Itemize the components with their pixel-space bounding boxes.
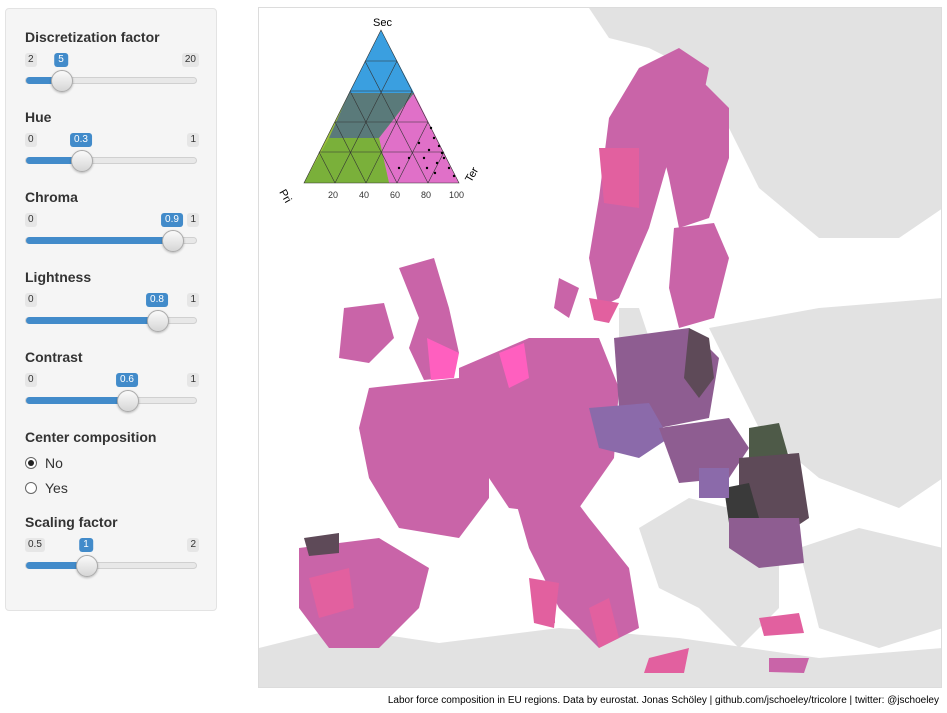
- scaling-slider[interactable]: [25, 555, 197, 577]
- center-composition-label: Center composition: [25, 429, 157, 445]
- legend-pri-label: Pri: [276, 188, 293, 206]
- contrast-value: 0.6: [116, 373, 138, 387]
- legend-center-region: [329, 93, 414, 138]
- contrast-fill: [26, 397, 128, 404]
- chroma-label: Chroma: [25, 189, 78, 205]
- hue-max: 1: [187, 133, 199, 147]
- hue-fill: [26, 157, 82, 164]
- lightness-value: 0.8: [146, 293, 168, 307]
- legend-tick-100: 100: [449, 190, 464, 200]
- lightness-handle[interactable]: [147, 310, 169, 332]
- lightness-label: Lightness: [25, 269, 92, 285]
- center-option-yes[interactable]: Yes: [25, 480, 68, 496]
- legend-sec-region: [349, 30, 414, 93]
- chroma-value: 0.9: [161, 213, 183, 227]
- discretization-fill: [26, 77, 62, 84]
- contrast-handle[interactable]: [117, 390, 139, 412]
- chroma-min: 0: [25, 213, 37, 227]
- radio-no[interactable]: [25, 457, 37, 469]
- lightness-min: 0: [25, 293, 37, 307]
- discretization-slider[interactable]: [25, 70, 197, 92]
- ternary-legend: Sec Pri Ter 20 40 60 80 100: [259, 8, 507, 214]
- lightness-fill: [26, 317, 158, 324]
- europe-map: Sec Pri Ter 20 40 60 80 100: [259, 8, 941, 687]
- legend-tick-80: 80: [421, 190, 431, 200]
- island-regions: [539, 586, 809, 673]
- legend-tick-40: 40: [359, 190, 369, 200]
- hue-slider[interactable]: [25, 150, 197, 172]
- discretization-min: 2: [25, 53, 37, 67]
- center-option-no[interactable]: No: [25, 455, 63, 471]
- hue-label: Hue: [25, 109, 52, 125]
- scaling-label: Scaling factor: [25, 514, 118, 530]
- chroma-slider[interactable]: [25, 230, 197, 252]
- legend-sec-label: Sec: [373, 17, 392, 29]
- scaling-max: 2: [187, 538, 199, 552]
- scaling-value: 1: [79, 538, 93, 552]
- radio-yes-label: Yes: [45, 480, 68, 496]
- hue-value: 0.3: [70, 133, 92, 147]
- contrast-label: Contrast: [25, 349, 83, 365]
- chroma-fill: [26, 237, 173, 244]
- contrast-min: 0: [25, 373, 37, 387]
- map-panel: Sec Pri Ter 20 40 60 80 100: [258, 7, 942, 688]
- nordic-regions: [554, 48, 729, 328]
- scaling-handle[interactable]: [76, 555, 98, 577]
- chroma-max: 1: [187, 213, 199, 227]
- eastern-regions: [589, 328, 809, 568]
- legend-points: [397, 126, 456, 178]
- western-regions: [299, 258, 639, 648]
- contrast-slider[interactable]: [25, 390, 197, 412]
- legend-tick-60: 60: [390, 190, 400, 200]
- scaling-fill: [26, 562, 87, 569]
- discretization-value: 5: [54, 53, 68, 67]
- chroma-handle[interactable]: [162, 230, 184, 252]
- radio-no-label: No: [45, 455, 63, 471]
- radio-yes[interactable]: [25, 482, 37, 494]
- lightness-max: 1: [187, 293, 199, 307]
- scaling-min: 0.5: [25, 538, 45, 552]
- hue-handle[interactable]: [71, 150, 93, 172]
- map-caption: Labor force composition in EU regions. D…: [387, 695, 939, 706]
- hue-min: 0: [25, 133, 37, 147]
- controls-panel: Discretization factor 2 20 5 Hue 0 1 0.3…: [5, 8, 217, 611]
- lightness-slider[interactable]: [25, 310, 197, 332]
- legend-grid: [303, 29, 460, 184]
- discretization-handle[interactable]: [51, 70, 73, 92]
- discretization-max: 20: [181, 53, 199, 67]
- legend-ter-region: [379, 93, 459, 183]
- contrast-max: 1: [187, 373, 199, 387]
- legend-tick-labels: 20 40 60 80 100: [328, 190, 464, 200]
- legend-tick-20: 20: [328, 190, 338, 200]
- discretization-label: Discretization factor: [25, 29, 160, 45]
